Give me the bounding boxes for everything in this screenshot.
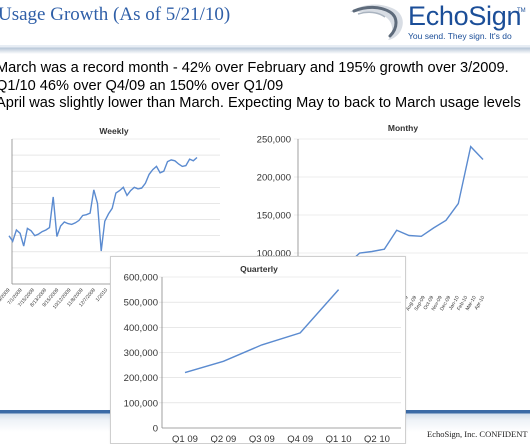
quarterly-chart-svg: Quarterly 0 100,000 200,000 300,000 400,000 50…: [124, 264, 401, 443]
quarterly-x-tick-label: Q3 09: [249, 434, 275, 443]
quarterly-chart-title: Quarterly: [240, 264, 278, 274]
summary-line-march: March was a record month - 42% over Febr…: [0, 60, 509, 76]
weekly-x-tick-label: 1/2010: [95, 287, 110, 303]
quarterly-x-tick-label: Q2 09: [210, 434, 236, 443]
echosign-logo: EchoSign TM You send. They sign. It's do: [348, 0, 530, 42]
page-title: Usage Growth (As of 5/21/10): [0, 4, 231, 25]
weekly-chart-title: Weekly: [99, 126, 128, 136]
summary-line-april: April was slightly lower than March. Exp…: [0, 95, 521, 111]
monthly-y-tick-label: 250,000: [257, 135, 291, 146]
quarterly-y-tick-label: 300,000: [124, 348, 158, 359]
monthly-chart-title: Monthy: [388, 123, 418, 133]
footer-confidential: EchoSign, Inc. CONFIDENT: [427, 429, 528, 439]
quarterly-y-tick-label: 100,000: [124, 398, 158, 409]
quarterly-x-tick-label: Q2 10: [364, 434, 390, 443]
quarterly-x-tick-label: Q1 10: [326, 434, 352, 443]
logo-trademark: TM: [517, 8, 526, 14]
quarterly-x-tick-label: Q4 09: [287, 434, 313, 443]
monthly-y-tick-label: 200,000: [257, 173, 291, 184]
quarterly-y-tick-label: 200,000: [124, 373, 158, 384]
quarterly-series-line: [184, 289, 340, 374]
quarterly-y-tick-label: 400,000: [124, 323, 158, 334]
summary-line-q1: Q1/10 46% over Q4/09 an 150% over Q1/09: [0, 77, 284, 94]
quarterly-y-tick-label: 600,000: [124, 273, 158, 284]
monthly-y-tick-label: 100,000: [257, 249, 291, 260]
header-divider: [0, 45, 530, 55]
quarterly-y-tick-label: 500,000: [124, 298, 158, 309]
quarterly-y-tick-label: 0: [153, 424, 158, 435]
monthly-y-tick-label: 150,000: [257, 211, 291, 222]
weekly-x-tick-label: 5/29/2009: [0, 287, 12, 308]
quarterly-x-tick-label: Q1 09: [172, 434, 198, 443]
swoosh-logo-icon: [350, 4, 403, 41]
summary-text: March was a record month - 42% over Febr…: [0, 60, 530, 113]
weekly-series-line: [8, 156, 198, 252]
quarterly-chart: Quarterly 0 100,000 200,000 300,000 400,000 50…: [110, 256, 406, 444]
logo-name: EchoSign: [408, 1, 522, 31]
logo-tagline: You send. They sign. It's do: [408, 31, 512, 41]
